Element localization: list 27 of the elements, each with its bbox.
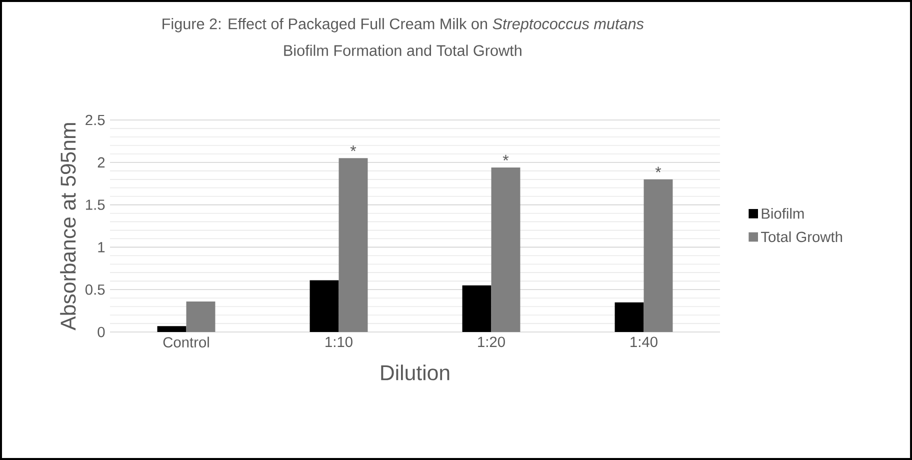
bar [462,285,492,332]
x-tick-label: 1:40 [630,336,658,348]
bar [644,179,673,332]
annotation: * [502,154,509,160]
bar [310,280,339,332]
bar [186,301,216,332]
y-tick-label: 2 [98,157,105,168]
bar [338,158,368,332]
legend-label: Biofilm [762,208,804,219]
y-tick-label: 0 [98,326,105,338]
y-tick-label: 1.5 [86,200,105,210]
x-tick-label: 1:20 [478,336,505,348]
x-tick-label: 1:10 [326,336,352,348]
y-tick-label: 0.5 [85,284,105,295]
bar [491,167,520,332]
annotation: * [350,146,356,152]
x-tick-label: Control [163,336,209,348]
annotation: * [655,166,662,172]
legend-label: Total Growth [761,231,842,242]
chart-title: Figure 2: Effect of Packaged Full Cream Milk on Streptococcus mutans [162,18,644,32]
y-axis-title: Absorbance at 595nm [60,123,76,330]
y-tick-label: 2.5 [86,114,105,126]
bar [614,302,644,332]
bar [157,326,186,332]
x-axis-title: Dilution [381,364,450,380]
chart-subtitle: Biofilm Formation and Total Growth [284,44,522,56]
y-tick-label: 1 [98,242,105,252]
